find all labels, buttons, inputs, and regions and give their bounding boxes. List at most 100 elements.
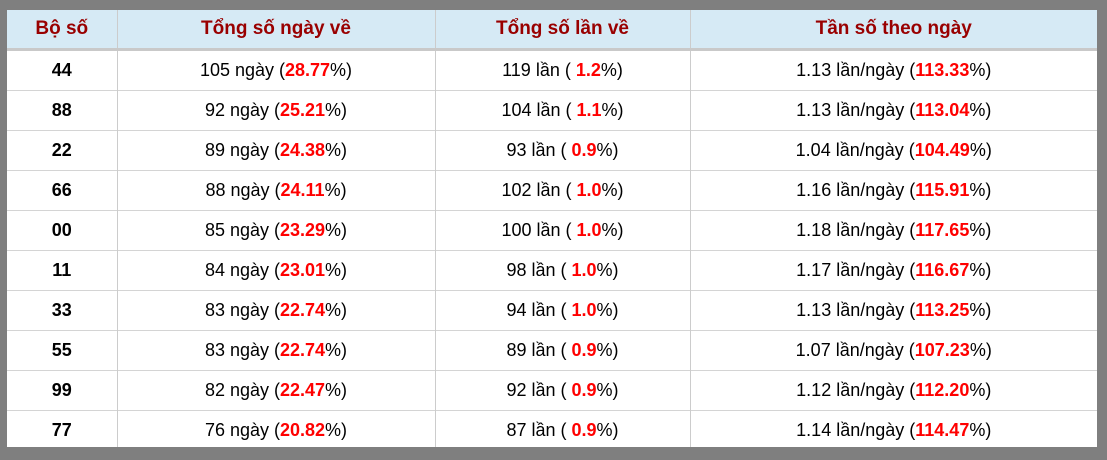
times-percent: 0.9	[571, 420, 597, 440]
frequency-text: 1.16 lần/ngày (	[796, 180, 916, 200]
pair-cell: 22	[7, 130, 117, 171]
pair-cell: 44	[7, 49, 117, 91]
times-text: 93 lần (	[506, 140, 572, 160]
days-suffix: %)	[330, 60, 353, 80]
frequency-text: 1.17 lần/ngày (	[796, 260, 916, 280]
days-suffix: %)	[325, 140, 348, 160]
days-text: 83 ngày (	[204, 300, 280, 320]
times-cell: 87 lần ( 0.9%)	[434, 410, 690, 447]
times-text: 92 lần (	[506, 380, 572, 400]
frequency-percent: 115.91	[915, 180, 970, 200]
frequency-suffix: %)	[969, 140, 992, 160]
times-suffix: %)	[596, 380, 619, 400]
frequency-cell: 1.16 lần/ngày (115.91%)	[689, 170, 1097, 211]
frequency-text: 1.13 lần/ngày (	[796, 60, 916, 80]
times-cell: 93 lần ( 0.9%)	[434, 130, 690, 171]
times-suffix: %)	[596, 260, 619, 280]
times-suffix: %)	[596, 420, 619, 440]
days-cell: 105 ngày (28.77%)	[116, 49, 435, 91]
frequency-text: 1.13 lần/ngày (	[796, 300, 916, 320]
times-cell: 98 lần ( 1.0%)	[434, 250, 690, 291]
days-cell: 76 ngày (20.82%)	[116, 410, 435, 447]
times-cell: 119 lần ( 1.2%)	[434, 49, 690, 91]
days-suffix: %)	[325, 100, 348, 120]
header-total-times: Tổng số lần về	[434, 10, 690, 51]
table-row: 66 88 ngày (24.11%) 102 lần ( 1.0%) 1.16…	[7, 170, 1097, 211]
days-cell: 92 ngày (25.21%)	[116, 90, 435, 131]
frequency-percent: 112.20	[915, 380, 970, 400]
frequency-cell: 1.13 lần/ngày (113.04%)	[689, 90, 1097, 131]
times-text: 94 lần (	[506, 300, 572, 320]
frequency-suffix: %)	[969, 100, 992, 120]
times-text: 87 lần (	[506, 420, 572, 440]
times-text: 100 lần (	[501, 220, 577, 240]
days-text: 83 ngày (	[204, 340, 280, 360]
days-suffix: %)	[325, 380, 348, 400]
header-total-days: Tổng số ngày về	[116, 10, 435, 51]
pair-cell: 00	[7, 210, 117, 251]
table-row: 88 92 ngày (25.21%) 104 lần ( 1.1%) 1.13…	[7, 90, 1097, 131]
frequency-suffix: %)	[969, 420, 992, 440]
table-row: 77 76 ngày (20.82%) 87 lần ( 0.9%) 1.14 …	[7, 410, 1097, 447]
frequency-cell: 1.13 lần/ngày (113.25%)	[689, 290, 1097, 331]
frequency-suffix: %)	[969, 180, 992, 200]
times-suffix: %)	[596, 340, 619, 360]
pair-cell: 33	[7, 290, 117, 331]
days-cell: 84 ngày (23.01%)	[116, 250, 435, 291]
times-suffix: %)	[601, 220, 624, 240]
frequency-percent: 107.23	[914, 340, 970, 360]
times-text: 89 lần (	[506, 340, 572, 360]
days-suffix: %)	[325, 300, 348, 320]
frequency-text: 1.07 lần/ngày (	[795, 340, 915, 360]
days-percent: 23.01	[280, 260, 326, 280]
frequency-suffix: %)	[969, 260, 992, 280]
frequency-suffix: %)	[969, 220, 992, 240]
days-cell: 83 ngày (22.74%)	[116, 330, 435, 371]
times-text: 104 lần (	[501, 100, 577, 120]
times-cell: 94 lần ( 1.0%)	[434, 290, 690, 331]
frequency-cell: 1.14 lần/ngày (114.47%)	[689, 410, 1097, 447]
days-suffix: %)	[325, 420, 348, 440]
header-daily-frequency: Tần số theo ngày	[689, 10, 1097, 51]
frequency-text: 1.13 lần/ngày (	[796, 100, 916, 120]
frequency-percent: 113.25	[915, 300, 970, 320]
table-row: 99 82 ngày (22.47%) 92 lần ( 0.9%) 1.12 …	[7, 370, 1097, 411]
times-text: 102 lần (	[501, 180, 577, 200]
days-percent: 28.77	[285, 60, 331, 80]
table-container: Bộ số Tổng số ngày về Tổng số lần về Tần…	[7, 10, 1097, 447]
days-cell: 85 ngày (23.29%)	[116, 210, 435, 251]
frequency-percent: 117.65	[915, 220, 970, 240]
times-suffix: %)	[601, 180, 624, 200]
frequency-cell: 1.07 lần/ngày (107.23%)	[689, 330, 1097, 371]
times-suffix: %)	[600, 60, 623, 80]
days-text: 105 ngày (	[199, 60, 285, 80]
times-cell: 92 lần ( 0.9%)	[434, 370, 690, 411]
days-percent: 23.29	[280, 220, 326, 240]
times-suffix: %)	[601, 100, 624, 120]
days-text: 92 ngày (	[204, 100, 280, 120]
days-suffix: %)	[324, 180, 347, 200]
days-percent: 25.21	[280, 100, 326, 120]
frequency-text: 1.14 lần/ngày (	[796, 420, 916, 440]
frequency-percent: 113.33	[915, 60, 970, 80]
pair-cell: 99	[7, 370, 117, 411]
frequency-text: 1.04 lần/ngày (	[795, 140, 915, 160]
days-percent: 24.11	[280, 180, 325, 200]
table-row: 33 83 ngày (22.74%) 94 lần ( 1.0%) 1.13 …	[7, 290, 1097, 331]
table-row: 11 84 ngày (23.01%) 98 lần ( 1.0%) 1.17 …	[7, 250, 1097, 291]
times-text: 119 lần (	[502, 60, 576, 80]
days-percent: 24.38	[280, 140, 326, 160]
days-text: 85 ngày (	[204, 220, 280, 240]
days-text: 88 ngày (	[205, 180, 281, 200]
days-cell: 89 ngày (24.38%)	[116, 130, 435, 171]
frequency-percent: 114.47	[915, 420, 970, 440]
times-percent: 1.0	[576, 180, 602, 200]
frequency-cell: 1.12 lần/ngày (112.20%)	[689, 370, 1097, 411]
days-cell: 88 ngày (24.11%)	[116, 170, 435, 211]
times-percent: 0.9	[571, 380, 597, 400]
table-row: 22 89 ngày (24.38%) 93 lần ( 0.9%) 1.04 …	[7, 130, 1097, 171]
table-body: 44 105 ngày (28.77%) 119 lần ( 1.2%) 1.1…	[7, 49, 1097, 447]
days-text: 82 ngày (	[204, 380, 280, 400]
frequency-percent: 104.49	[914, 140, 970, 160]
